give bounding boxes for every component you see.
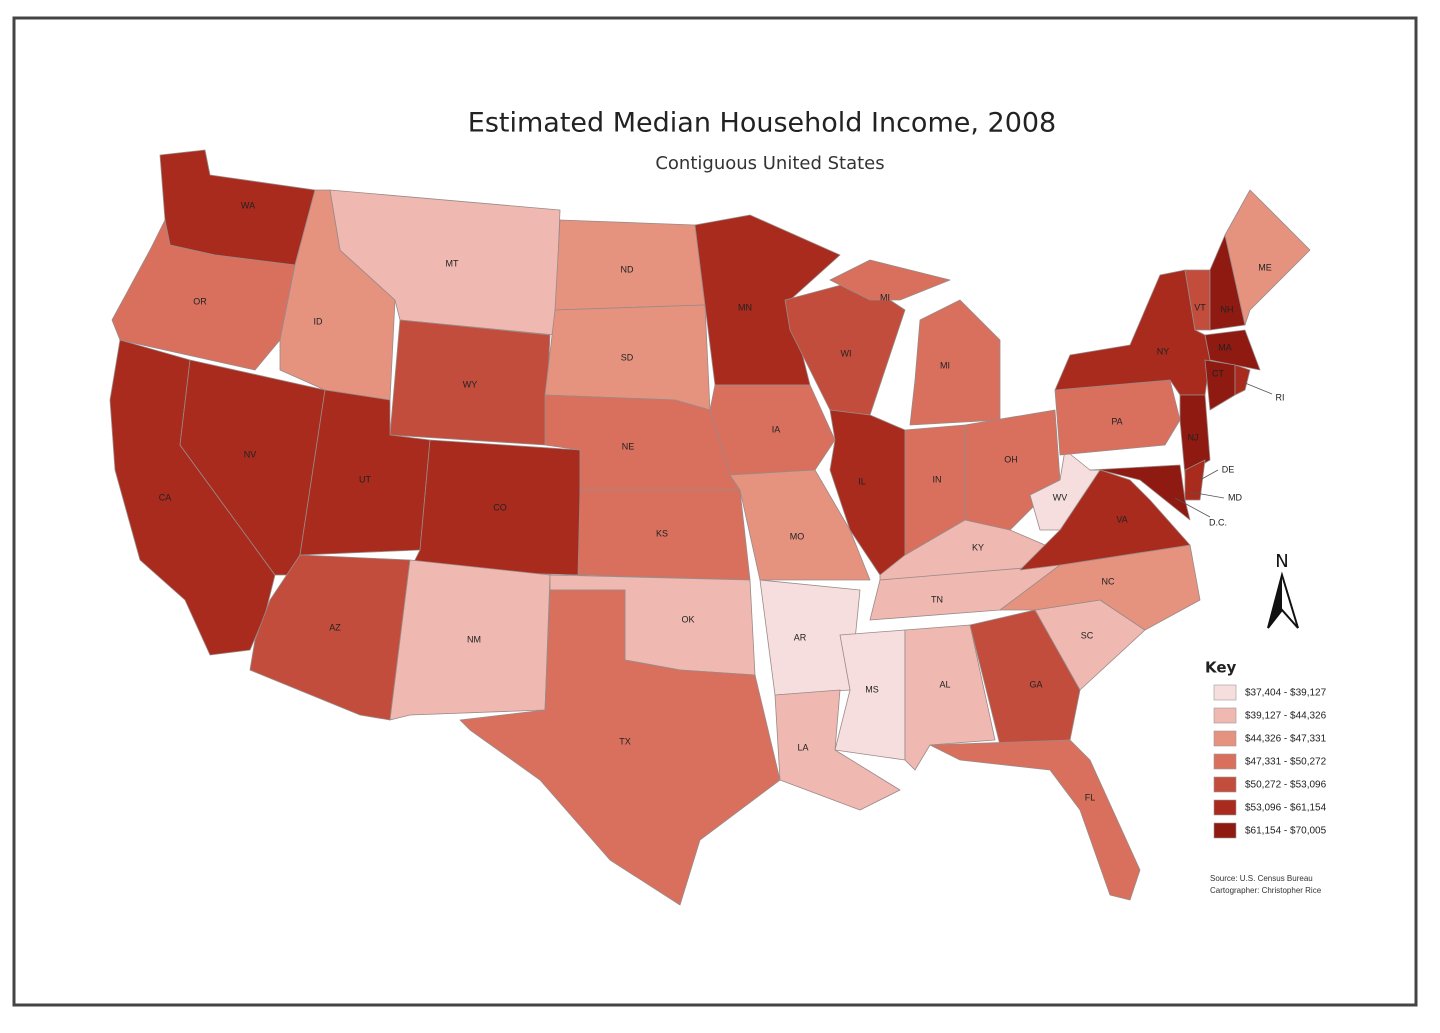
state-label: AR — [794, 632, 807, 642]
key-title: Key — [1205, 659, 1237, 677]
state-label: VA — [1116, 514, 1127, 524]
state-label: NC — [1102, 576, 1115, 586]
key-label: $39,127 - $44,326 — [1245, 711, 1327, 722]
state-label: VT — [1194, 302, 1206, 312]
state-label: WI — [841, 348, 852, 358]
state-label: IA — [772, 424, 781, 434]
state-label: MS — [865, 684, 879, 694]
source-line: Source: U.S. Census Bureau — [1210, 874, 1313, 883]
state-region — [774, 689, 901, 811]
state-label: ID — [314, 316, 324, 326]
state-label: ND — [621, 264, 634, 274]
state-label: OR — [193, 296, 207, 306]
states — [109, 149, 1311, 906]
state-label: WV — [1053, 492, 1068, 502]
key-swatch — [1213, 753, 1237, 770]
state-label: OK — [681, 614, 694, 624]
state-label: NY — [1157, 346, 1170, 356]
key-swatch — [1213, 799, 1237, 816]
state-region — [1224, 189, 1311, 326]
state-label: LA — [797, 742, 808, 752]
state-labels: WA OR CA NV ID MT WY UT CO AZ NM ND SD NE KS OK TX MN IA MO… — [159, 200, 1285, 802]
state-label: RI — [1276, 392, 1285, 402]
state-label: SC — [1081, 630, 1094, 640]
key-swatch — [1213, 730, 1237, 747]
state-label: MA — [1218, 342, 1232, 352]
state-label: CA — [159, 492, 172, 502]
state-label: FL — [1085, 792, 1096, 802]
state-label: CO — [493, 502, 507, 512]
state-region — [459, 589, 781, 906]
state-label: NM — [467, 634, 481, 644]
key-swatch — [1213, 822, 1237, 839]
state-region — [929, 739, 1141, 901]
state-label: TN — [931, 594, 943, 604]
state-label: OH — [1004, 454, 1018, 464]
state-label: MI — [940, 360, 950, 370]
leader-line — [1189, 491, 1225, 499]
leader-line — [1199, 469, 1219, 481]
state-label: MT — [446, 258, 459, 268]
key-label: $47,331 - $50,272 — [1245, 757, 1327, 768]
key-label: $50,272 - $53,096 — [1245, 780, 1327, 791]
state-region — [829, 259, 951, 301]
state-label: MN — [738, 302, 752, 312]
state-label: NJ — [1188, 432, 1199, 442]
state-label: KS — [656, 528, 668, 538]
state-label: AL — [939, 679, 950, 689]
state-label: WY — [463, 379, 478, 389]
key: $37,404 - $39,127 $39,127 - $44,326 $44,32… — [1213, 684, 1327, 839]
state-label: NH — [1221, 304, 1234, 314]
state-region — [389, 559, 551, 721]
key-label: $37,404 - $39,127 — [1245, 688, 1327, 699]
map-title: Estimated Median Household Income, 2008 — [468, 108, 1056, 139]
state-label: GA — [1029, 679, 1042, 689]
state-label: NE — [622, 441, 635, 451]
map-subtitle: Contiguous United States — [655, 153, 884, 174]
key-label: $53,096 - $61,154 — [1245, 803, 1327, 814]
north-arrow-fill — [1268, 575, 1282, 628]
state-region — [834, 629, 906, 761]
state-label: MI — [880, 292, 890, 302]
state-label: WA — [241, 200, 255, 210]
state-label: TX — [619, 736, 631, 746]
state-label: ME — [1258, 262, 1272, 272]
state-region — [729, 469, 871, 581]
key-label: $61,154 - $70,005 — [1245, 826, 1327, 837]
leader-line — [1174, 497, 1211, 518]
key-swatch — [1213, 684, 1237, 701]
state-region — [279, 189, 396, 401]
key-swatch — [1213, 707, 1237, 724]
state-label: MO — [790, 531, 805, 541]
state-label: PA — [1111, 416, 1122, 426]
state-label: IL — [858, 476, 866, 486]
state-label: SD — [621, 352, 634, 362]
dc-label: D.C. — [1209, 517, 1227, 527]
state-label: KY — [972, 542, 984, 552]
state-label: NV — [244, 449, 257, 459]
north-label: N — [1275, 551, 1288, 572]
key-label: $44,326 - $47,331 — [1245, 734, 1327, 745]
state-label: AZ — [329, 622, 341, 632]
state-region — [111, 219, 296, 371]
leader-line — [1244, 382, 1273, 395]
state-region — [1089, 464, 1191, 521]
state-label: MD — [1228, 492, 1242, 502]
source-line: Cartographer: Christopher Rice — [1210, 886, 1322, 895]
state-region — [1204, 329, 1261, 371]
state-region — [1234, 364, 1251, 396]
key-swatch — [1213, 776, 1237, 793]
state-region — [969, 609, 1081, 746]
state-region — [1184, 459, 1206, 501]
state-label: CT — [1212, 368, 1224, 378]
state-label: UT — [359, 474, 371, 484]
state-label: DE — [1222, 464, 1235, 474]
state-label: IN — [933, 474, 942, 484]
